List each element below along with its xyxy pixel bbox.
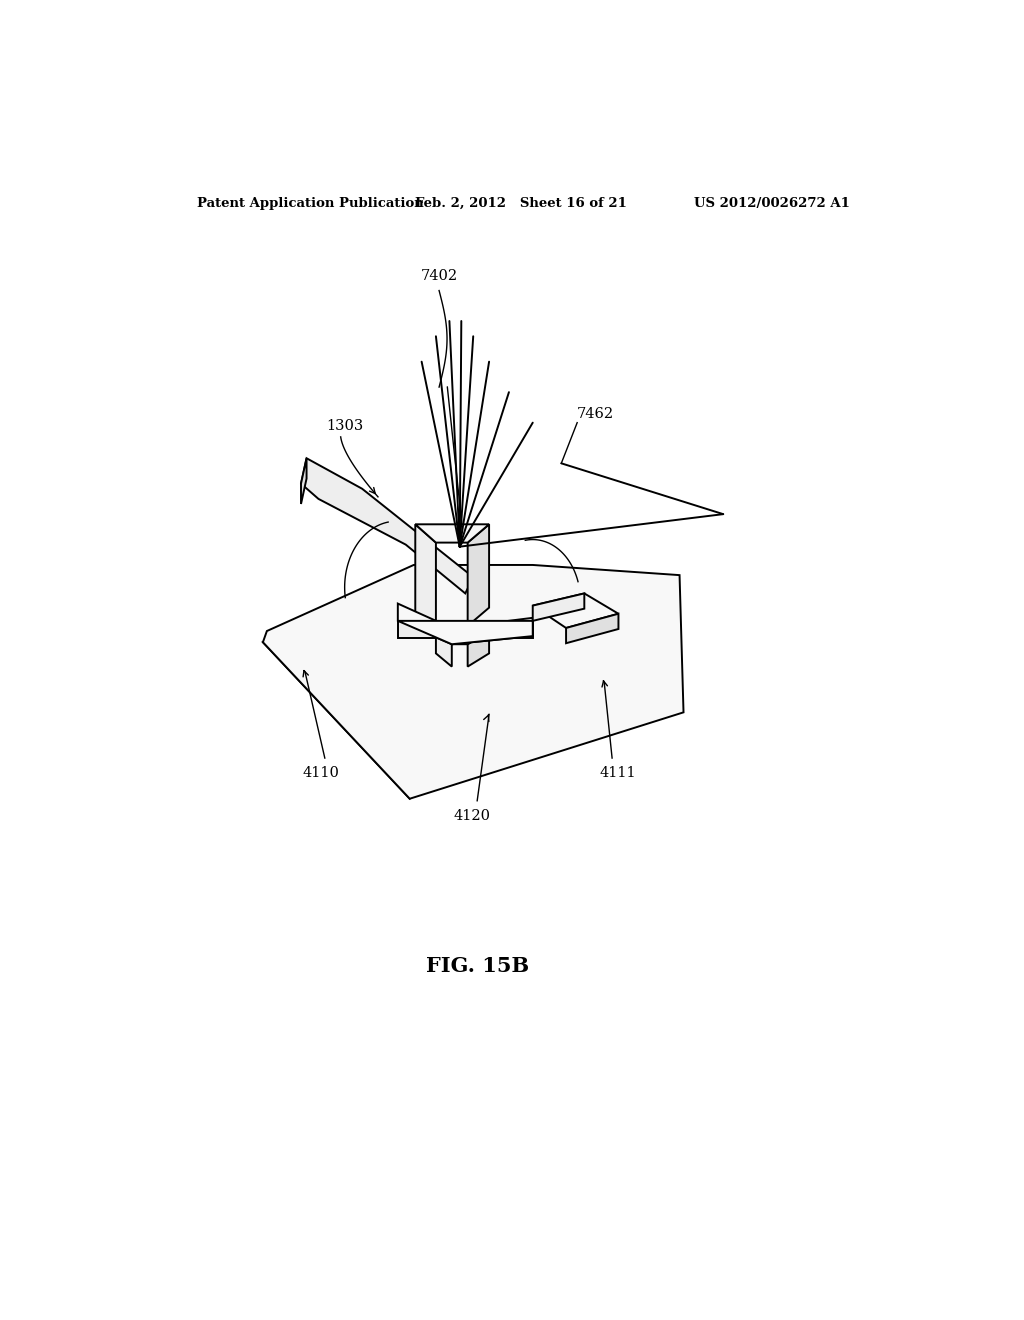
Polygon shape bbox=[436, 631, 452, 667]
Text: Feb. 2, 2012   Sheet 16 of 21: Feb. 2, 2012 Sheet 16 of 21 bbox=[415, 197, 627, 210]
Polygon shape bbox=[397, 620, 532, 644]
Polygon shape bbox=[397, 620, 532, 638]
Polygon shape bbox=[263, 565, 684, 799]
Polygon shape bbox=[397, 603, 532, 644]
Polygon shape bbox=[436, 631, 489, 644]
Polygon shape bbox=[566, 614, 618, 643]
Polygon shape bbox=[301, 458, 306, 504]
Polygon shape bbox=[468, 631, 489, 667]
Polygon shape bbox=[532, 594, 618, 628]
Polygon shape bbox=[468, 524, 489, 626]
Text: 4111: 4111 bbox=[599, 766, 636, 780]
Polygon shape bbox=[263, 632, 473, 799]
Polygon shape bbox=[301, 458, 473, 594]
Text: 7462: 7462 bbox=[578, 407, 614, 421]
Text: 4110: 4110 bbox=[302, 766, 339, 780]
Polygon shape bbox=[416, 524, 436, 631]
Text: 7402: 7402 bbox=[421, 269, 458, 284]
Text: 1303: 1303 bbox=[327, 418, 364, 433]
Text: Patent Application Publication: Patent Application Publication bbox=[197, 197, 424, 210]
Text: FIG. 15B: FIG. 15B bbox=[426, 957, 528, 977]
Polygon shape bbox=[416, 524, 489, 543]
Text: 4120: 4120 bbox=[454, 809, 490, 822]
Polygon shape bbox=[532, 594, 585, 620]
Text: US 2012/0026272 A1: US 2012/0026272 A1 bbox=[694, 197, 850, 210]
